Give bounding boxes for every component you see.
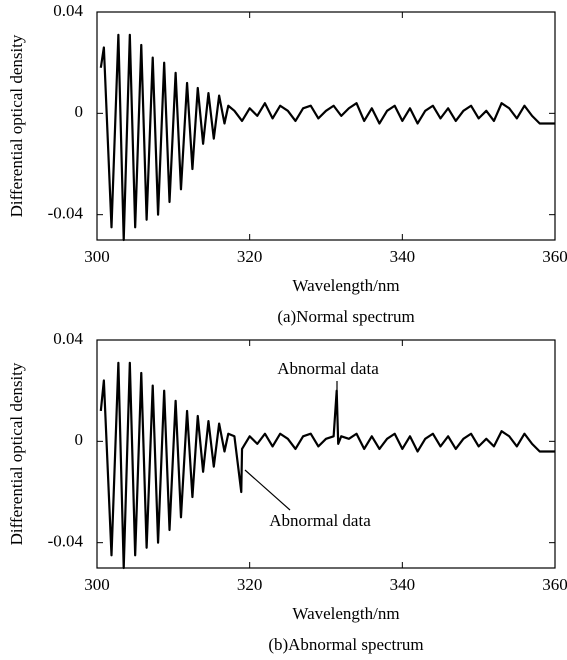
caption: (b)Abnormal spectrum bbox=[268, 635, 423, 654]
x-tick-label: 340 bbox=[390, 575, 416, 594]
x-tick-label: 300 bbox=[84, 247, 110, 266]
annotation: Abnormal data bbox=[269, 511, 371, 530]
x-axis-label: Wavelength/nm bbox=[292, 604, 399, 623]
data-line bbox=[99, 361, 555, 570]
y-axis-label: Differential optical density bbox=[7, 34, 26, 217]
plot-frame bbox=[96, 339, 556, 569]
y-axis-label: Differential optical density bbox=[7, 362, 26, 545]
y-tick-label: 0.04 bbox=[53, 1, 83, 20]
x-tick-label: 340 bbox=[390, 247, 416, 266]
x-tick-label: 320 bbox=[237, 575, 263, 594]
y-tick-label: -0.04 bbox=[48, 204, 84, 223]
y-tick-label: 0 bbox=[75, 102, 84, 121]
x-tick-label: 320 bbox=[237, 247, 263, 266]
x-tick-label: 360 bbox=[542, 247, 567, 266]
annotation-leader bbox=[244, 469, 291, 511]
x-tick-label: 300 bbox=[84, 575, 110, 594]
x-axis-label: Wavelength/nm bbox=[292, 276, 399, 295]
x-tick-label: 360 bbox=[542, 575, 567, 594]
annotation: Abnormal data bbox=[277, 359, 379, 378]
caption: (a)Normal spectrum bbox=[277, 307, 414, 326]
data-line bbox=[99, 33, 555, 242]
y-tick-label: 0 bbox=[75, 430, 84, 449]
y-tick-label: -0.04 bbox=[48, 532, 84, 551]
plot-frame bbox=[96, 11, 556, 241]
y-tick-label: 0.04 bbox=[53, 329, 83, 348]
